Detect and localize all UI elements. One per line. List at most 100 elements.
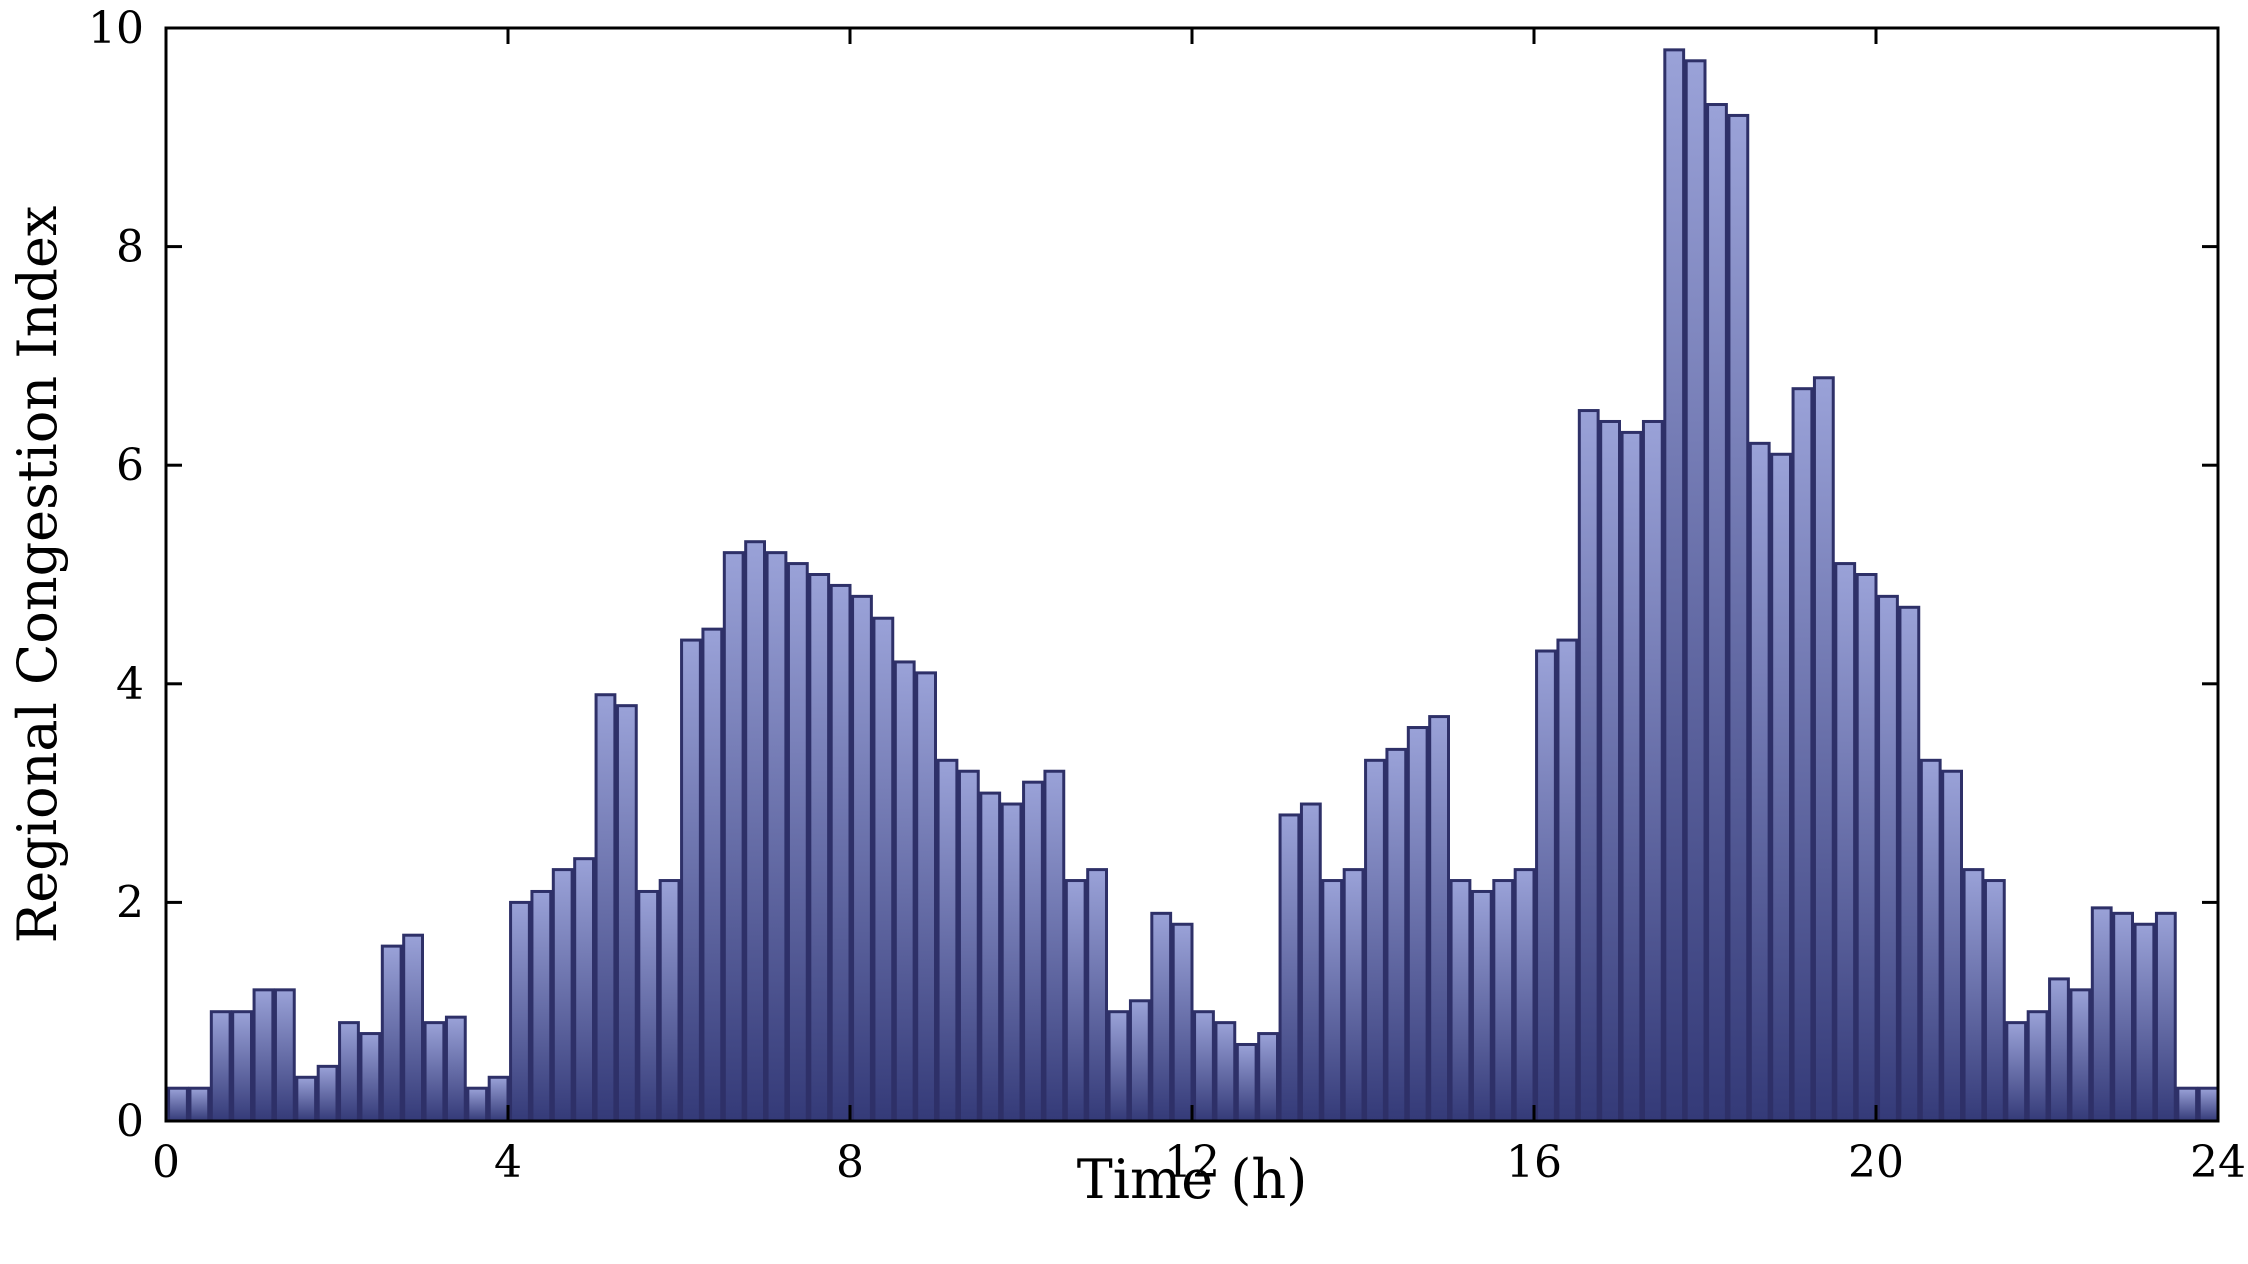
bar — [637, 889, 660, 1123]
bar — [487, 1075, 510, 1123]
bar — [1064, 879, 1087, 1123]
bar — [2197, 1086, 2220, 1123]
bar — [765, 551, 788, 1123]
bar — [979, 791, 1002, 1123]
bar — [1834, 562, 1857, 1123]
bar — [1214, 1021, 1237, 1123]
y-tick-label: 4 — [116, 659, 144, 710]
bar — [2090, 906, 2113, 1123]
bar — [1043, 769, 1066, 1123]
bar — [573, 857, 596, 1123]
bar — [1150, 911, 1173, 1123]
bar — [1663, 48, 1686, 1123]
bar — [1641, 419, 1664, 1123]
bar — [701, 627, 724, 1123]
bar — [1919, 758, 1942, 1123]
bar — [380, 944, 403, 1123]
x-tick-label: 12 — [1164, 1137, 1220, 1188]
bar — [444, 1015, 467, 1123]
bar — [1171, 922, 1194, 1123]
bar — [2005, 1021, 2028, 1123]
bar — [1620, 430, 1643, 1123]
bar — [1791, 387, 1814, 1123]
y-tick-label: 0 — [116, 1096, 144, 1147]
bar — [1983, 879, 2006, 1123]
bar — [1748, 441, 1771, 1123]
bar — [2048, 977, 2070, 1123]
bar — [957, 769, 980, 1123]
bar — [1706, 103, 1728, 1123]
bar — [1278, 813, 1301, 1123]
bar — [1556, 638, 1579, 1123]
bar — [872, 616, 895, 1123]
bar — [1022, 780, 1044, 1123]
bar — [1000, 802, 1023, 1123]
y-tick-label: 2 — [116, 877, 144, 928]
bar — [1812, 376, 1835, 1123]
bar — [786, 562, 809, 1123]
bar — [1193, 1010, 1215, 1123]
bars-group — [167, 48, 2220, 1123]
bar — [295, 1075, 318, 1123]
bar — [1321, 879, 1344, 1123]
y-tick-label: 6 — [116, 440, 144, 491]
bar — [1855, 573, 1878, 1123]
bar — [2154, 911, 2177, 1123]
bar — [744, 540, 767, 1123]
bar — [1449, 879, 1472, 1123]
bar — [1962, 868, 1985, 1123]
bar — [915, 671, 938, 1123]
bar — [231, 1010, 254, 1123]
y-axis-label: Regional Congestion Index — [6, 206, 69, 944]
bar — [402, 933, 425, 1123]
bar — [509, 900, 531, 1123]
bar — [1342, 868, 1365, 1123]
bar — [530, 889, 553, 1123]
y-tick-label: 8 — [116, 222, 144, 273]
x-tick-label: 16 — [1506, 1137, 1562, 1188]
bar — [273, 988, 296, 1123]
x-tick-label: 20 — [1848, 1137, 1904, 1188]
bar — [2112, 911, 2134, 1123]
bar — [1513, 868, 1536, 1123]
bar — [1364, 758, 1386, 1123]
bar — [1684, 59, 1707, 1123]
bar — [1086, 868, 1108, 1123]
bar — [466, 1086, 489, 1123]
bar — [188, 1086, 211, 1123]
bar — [359, 1032, 382, 1123]
bar — [1257, 1032, 1279, 1123]
bar — [551, 868, 574, 1123]
x-tick-label: 0 — [152, 1137, 180, 1188]
bar — [1577, 409, 1600, 1123]
bar — [1599, 419, 1621, 1123]
bar — [1877, 594, 1899, 1123]
bar — [936, 758, 959, 1123]
bar — [722, 551, 745, 1123]
bar — [615, 704, 638, 1123]
bar — [209, 1010, 232, 1123]
bar — [594, 693, 617, 1123]
bar — [1128, 999, 1151, 1123]
bar — [2069, 988, 2092, 1123]
bar — [1727, 113, 1750, 1123]
x-axis-label: Time (h) — [1077, 1148, 1308, 1211]
x-tick-label: 8 — [836, 1137, 864, 1188]
ticks-group — [164, 26, 2220, 1123]
bar — [2176, 1086, 2199, 1123]
bar — [1492, 879, 1515, 1123]
bar — [1107, 1010, 1130, 1123]
bar — [829, 583, 852, 1123]
bar — [2026, 1010, 2049, 1123]
bar — [1428, 715, 1450, 1123]
bar — [808, 573, 831, 1123]
bar — [680, 638, 702, 1123]
bar — [167, 1086, 189, 1123]
x-tick-label: 24 — [2190, 1137, 2246, 1188]
bar — [1385, 747, 1408, 1123]
bar — [2133, 922, 2156, 1123]
bar — [1235, 1042, 1258, 1123]
